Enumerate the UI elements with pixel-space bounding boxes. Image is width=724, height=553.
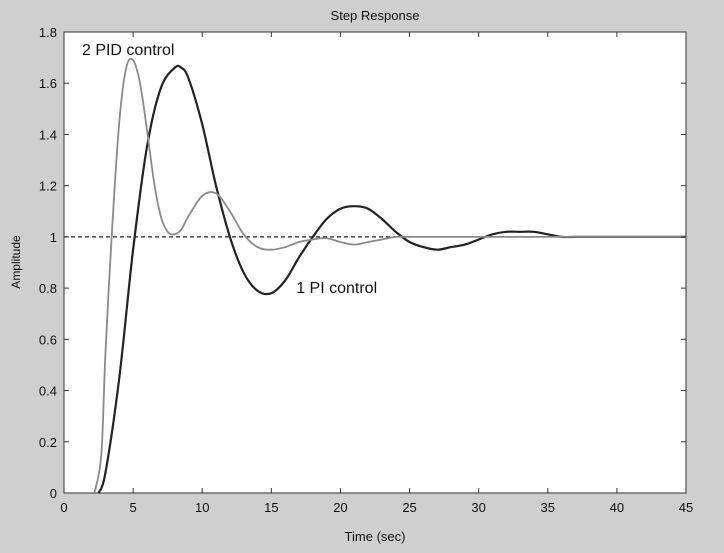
x-tick-label: 15 (264, 500, 278, 515)
x-tick-label: 45 (679, 500, 693, 515)
y-tick-label: 0.2 (39, 435, 57, 450)
plot-area (63, 31, 687, 494)
chart-title: Step Response (331, 8, 420, 23)
x-tick-label: 30 (471, 500, 485, 515)
x-tick-label: 25 (402, 500, 416, 515)
x-tick-label: 0 (60, 500, 67, 515)
y-tick-label: 1.4 (39, 127, 57, 142)
y-tick-label: 0.4 (39, 384, 57, 399)
y-tick-label: 0.6 (39, 332, 57, 347)
y-tick-label: 1.2 (39, 179, 57, 194)
series-line-2 (93, 57, 686, 494)
x-tick-label: 5 (129, 500, 136, 515)
x-tick-label: 40 (610, 500, 624, 515)
x-axis-label: Time (sec) (345, 529, 406, 544)
x-tick-label: 10 (195, 500, 209, 515)
annotation-2: 1 PI control (296, 280, 377, 297)
annotation-1: 2 PID control (82, 42, 174, 59)
y-tick-label: 1.6 (39, 76, 57, 91)
x-tick-label: 20 (333, 500, 347, 515)
y-tick-label: 1.8 (39, 25, 57, 40)
x-tick-label: 35 (541, 500, 555, 515)
y-tick-label: 1 (50, 230, 57, 245)
y-tick-label: 0 (50, 486, 57, 501)
y-tick-label: 0.8 (39, 281, 57, 296)
y-axis-label: Amplitude (9, 235, 23, 289)
